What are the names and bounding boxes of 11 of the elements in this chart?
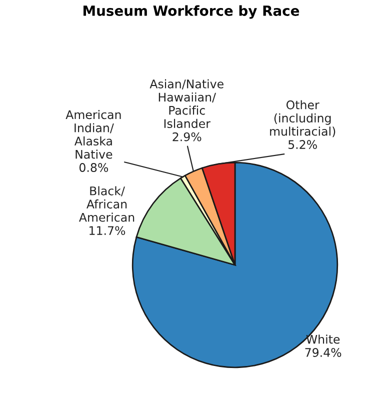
data-label: 5.2% — [288, 140, 317, 149]
slice-label: Other (including multiracial) — [270, 100, 336, 138]
data-label: 2.9% — [172, 132, 202, 142]
chart-title: Museum Workforce by Race — [84, 5, 300, 19]
slice-label: Asian/Native Hawaiian/ Pacific Islander — [150, 79, 224, 128]
slice-label: American Indian/ Alaska Native — [66, 110, 121, 159]
data-label: 79.4% — [305, 348, 342, 357]
data-label: 11.7% — [90, 226, 126, 236]
data-label: 0.8% — [79, 163, 108, 172]
slice-label: White — [306, 334, 340, 344]
slice-label: Black/ African American — [79, 186, 134, 222]
